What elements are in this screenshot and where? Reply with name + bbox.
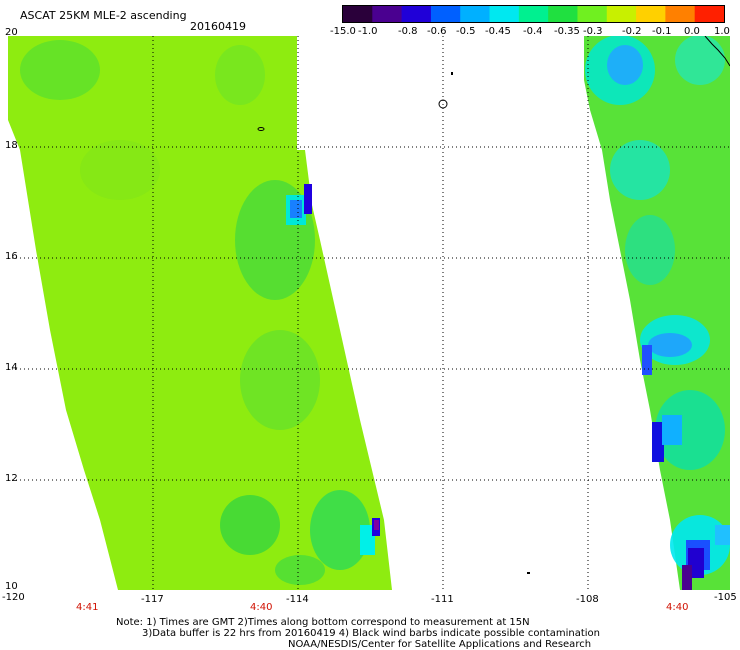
colorbar-label: 1.0 bbox=[714, 26, 730, 37]
lat-tick: 20 bbox=[5, 27, 18, 38]
lat-tick: 18 bbox=[5, 140, 18, 151]
wind-patch bbox=[80, 140, 160, 200]
colorbar-swatch bbox=[665, 6, 696, 22]
colorbar-label: -0.2 bbox=[622, 26, 642, 37]
colorbar-swatch bbox=[636, 6, 666, 22]
pass-time: 4:40 bbox=[666, 602, 689, 613]
lat-tick: 12 bbox=[5, 473, 18, 484]
colorbar-label: -0.3 bbox=[583, 26, 603, 37]
coastline bbox=[704, 36, 730, 67]
island bbox=[257, 127, 265, 131]
lat-tick: 10 bbox=[5, 581, 18, 592]
colorbar-label: 0.0 bbox=[684, 26, 700, 37]
wind-patch bbox=[652, 422, 664, 462]
product-date: 20160419 bbox=[190, 20, 246, 33]
colorbar-label: -15.0 bbox=[330, 26, 356, 37]
wind-patch bbox=[20, 40, 100, 100]
colorbar-swatch bbox=[577, 6, 608, 22]
pass-time: 4:41 bbox=[76, 602, 99, 613]
colorbar-swatch bbox=[430, 6, 461, 22]
wind-patch bbox=[240, 330, 320, 430]
colorbar-label: -0.6 bbox=[427, 26, 447, 37]
wind-patch bbox=[642, 345, 652, 375]
wind-patch bbox=[655, 390, 725, 470]
colorbar-label: -0.4 bbox=[523, 26, 543, 37]
wind-patch bbox=[625, 215, 675, 285]
lon-tick: -120 bbox=[2, 592, 25, 603]
lon-tick: -105 bbox=[714, 592, 737, 603]
wind-patch bbox=[275, 555, 325, 585]
product-title: ASCAT 25KM MLE-2 ascending bbox=[20, 9, 187, 22]
colorbar-label: -1.0 bbox=[358, 26, 378, 37]
lon-tick: -108 bbox=[576, 594, 599, 605]
wind-patch bbox=[360, 525, 375, 555]
island bbox=[451, 72, 453, 75]
wind-patch bbox=[220, 495, 280, 555]
wind-patch bbox=[290, 200, 302, 218]
note-line: 3)Data buffer is 22 hrs from 20160419 4)… bbox=[142, 628, 600, 639]
colorbar-label: -0.45 bbox=[485, 26, 511, 37]
colorbar-swatch bbox=[518, 6, 549, 22]
colorbar-label: -0.5 bbox=[456, 26, 476, 37]
lat-tick: 14 bbox=[5, 362, 18, 373]
lon-tick: -111 bbox=[431, 594, 454, 605]
swath-right bbox=[584, 36, 730, 590]
wind-patch bbox=[675, 36, 725, 85]
colorbar-swatch bbox=[460, 6, 491, 22]
colorbar-swatch bbox=[548, 6, 579, 22]
colorbar bbox=[342, 5, 725, 23]
colorbar-swatch bbox=[372, 6, 403, 22]
wind-patch bbox=[648, 333, 692, 357]
lon-tick: -114 bbox=[286, 594, 309, 605]
colorbar-swatch bbox=[489, 6, 520, 22]
colorbar-swatch bbox=[606, 6, 637, 22]
colorbar-swatch bbox=[343, 6, 373, 22]
note-line: NOAA/NESDIS/Center for Satellite Applica… bbox=[288, 639, 592, 650]
wind-patch bbox=[715, 525, 730, 545]
wind-patch bbox=[304, 184, 312, 214]
note-line: Note: 1) Times are GMT 2)Times along bot… bbox=[116, 617, 530, 628]
colorbar-swatch bbox=[694, 6, 724, 22]
wind-patch bbox=[682, 565, 692, 590]
island bbox=[527, 572, 530, 574]
lat-tick: 16 bbox=[5, 251, 18, 262]
colorbar-label: -0.1 bbox=[652, 26, 672, 37]
colorbar-label: -0.35 bbox=[554, 26, 580, 37]
colorbar-label: -0.8 bbox=[398, 26, 418, 37]
wind-patch bbox=[310, 490, 370, 570]
wind-patch bbox=[662, 415, 682, 445]
lat-lon-grid bbox=[8, 36, 730, 590]
pass-time: 4:40 bbox=[250, 602, 273, 613]
wind-patch bbox=[215, 45, 265, 105]
colorbar-swatch bbox=[401, 6, 432, 22]
lon-tick: -117 bbox=[141, 594, 164, 605]
wind-patch bbox=[374, 520, 379, 530]
wind-patch bbox=[610, 140, 670, 200]
colorbar-labels: -15.0 -1.0 -0.8 -0.6 -0.5 -0.45 -0.4 -0.… bbox=[330, 26, 740, 38]
wind-patch bbox=[607, 45, 643, 85]
